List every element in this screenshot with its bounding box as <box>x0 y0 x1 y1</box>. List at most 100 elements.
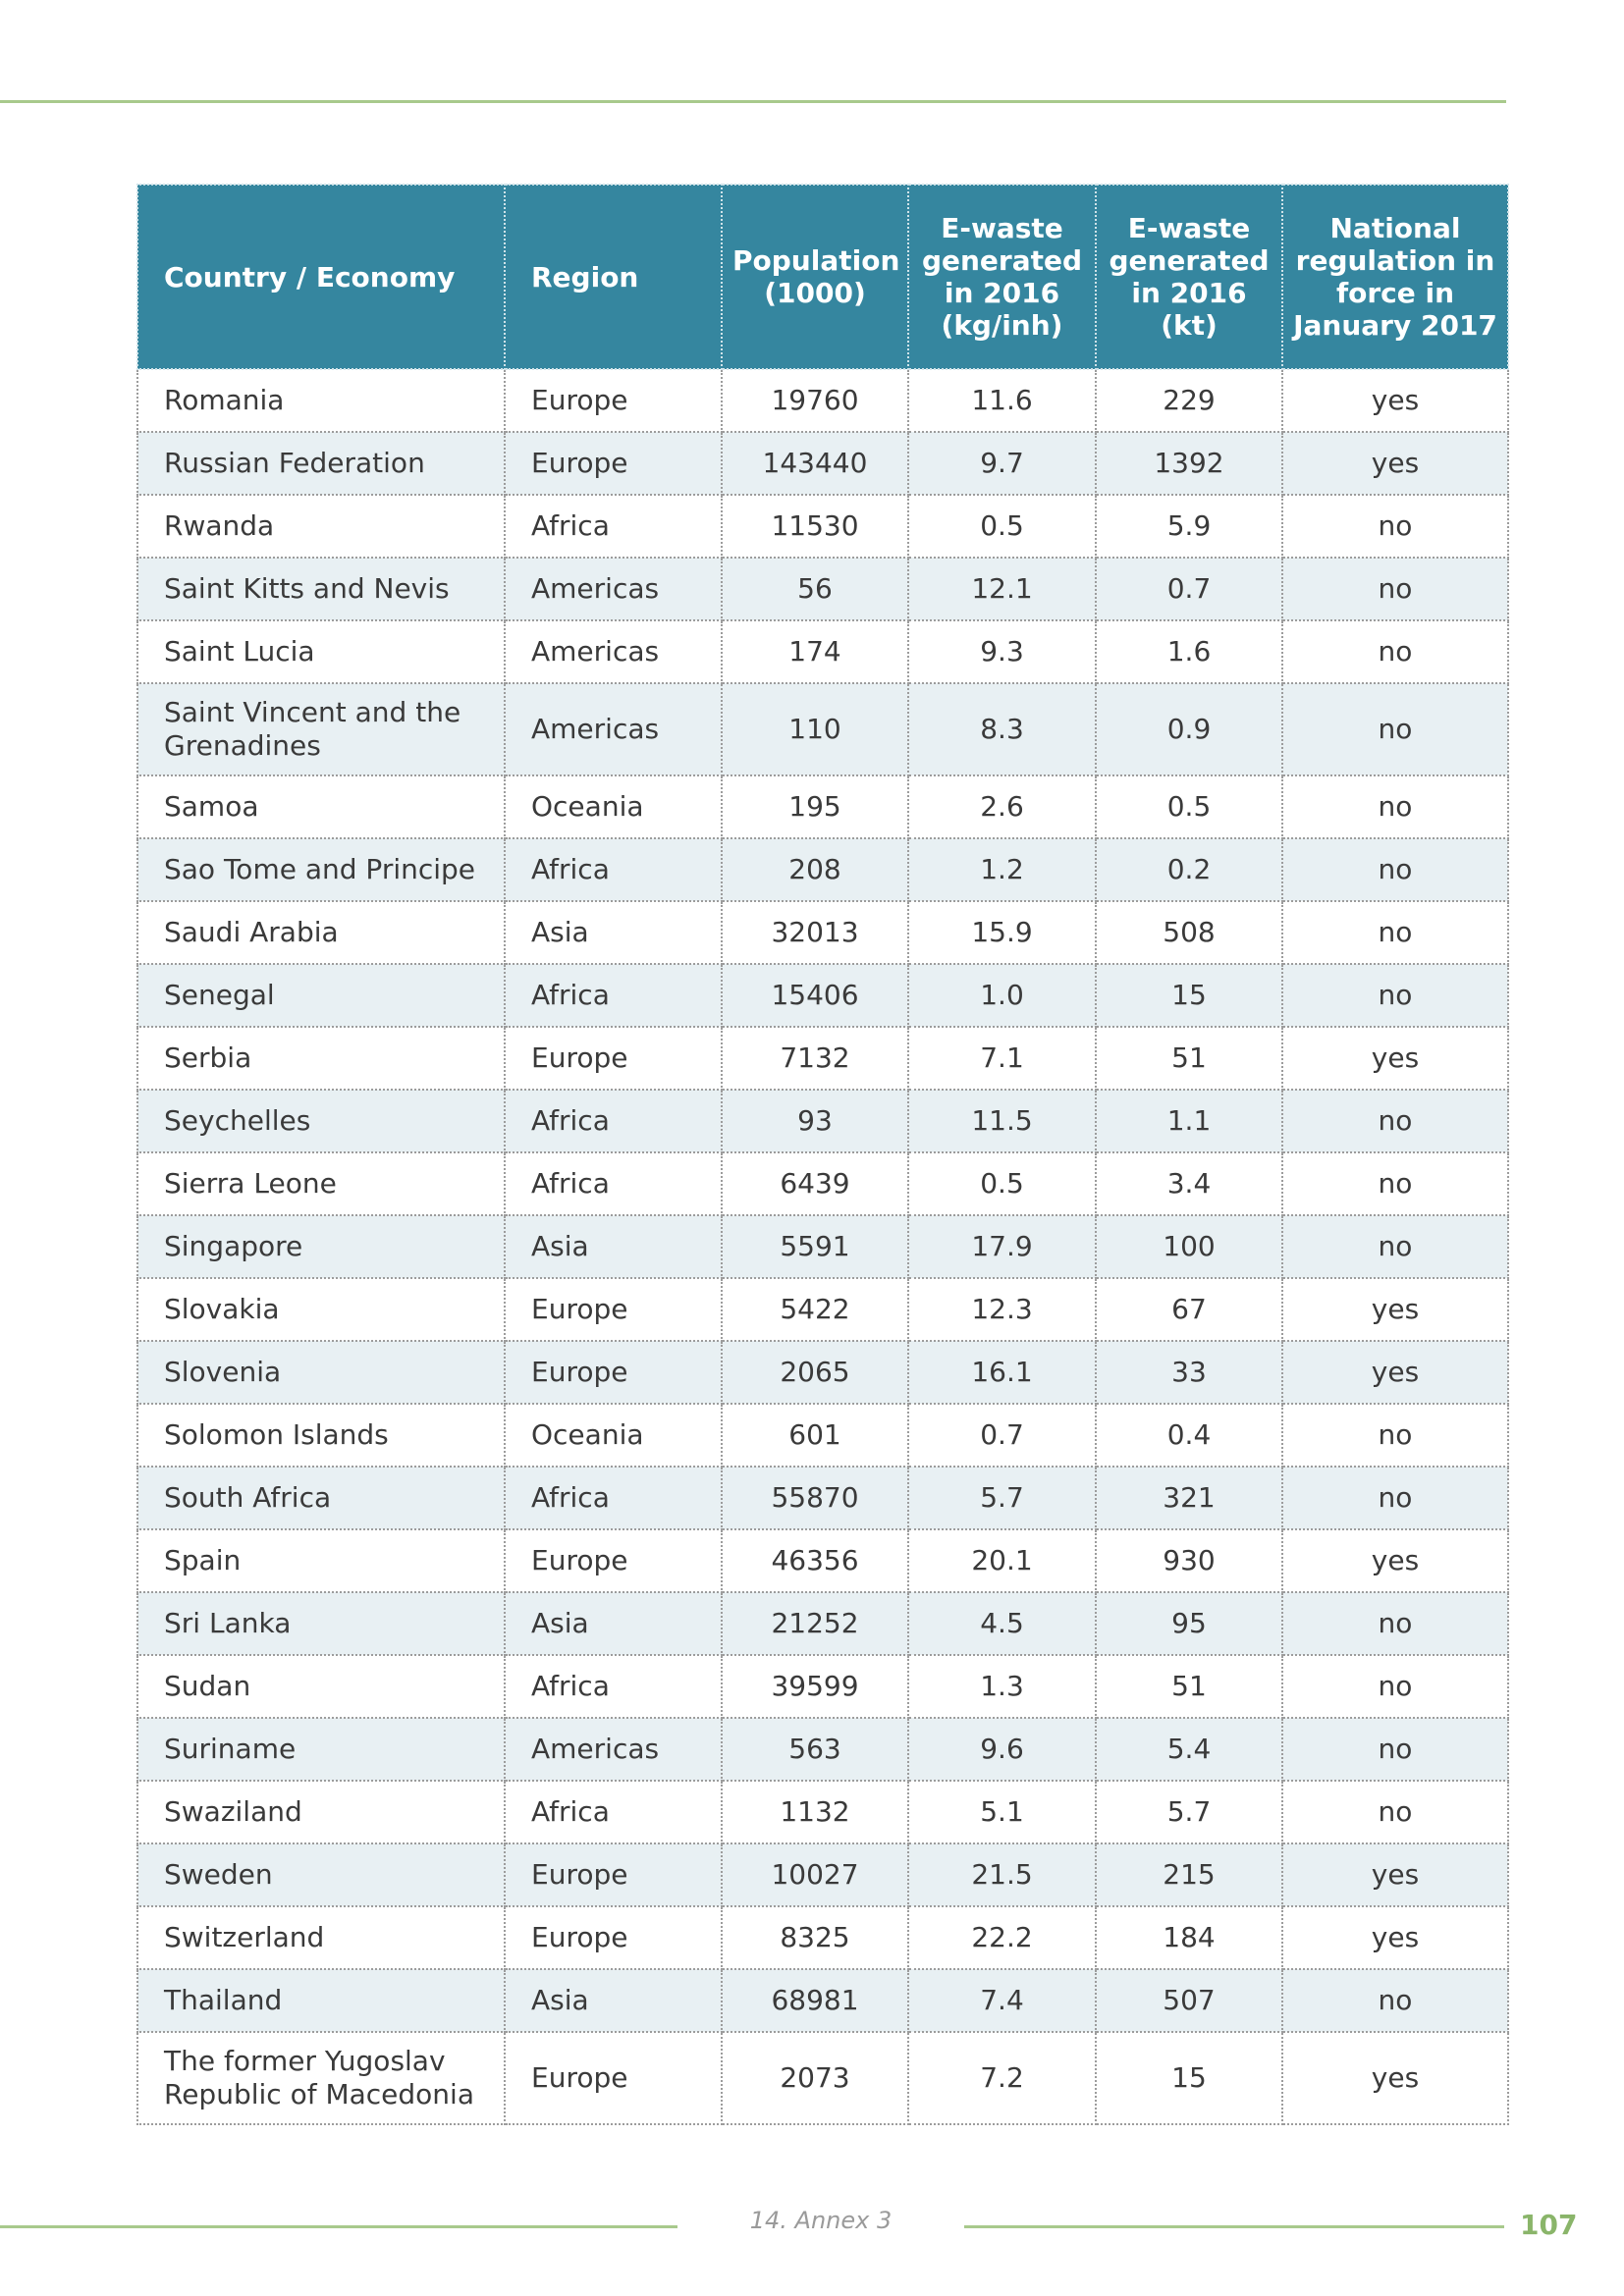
table-row: Russian Federation Europe 143440 9.7 1392 yes <box>136 431 1509 496</box>
cell-ewaste-kt: 321 <box>1095 1466 1283 1530</box>
table-row: Slovakia Europe 5422 12.3 67 yes <box>136 1277 1509 1342</box>
cell-region: Europe <box>504 1277 723 1342</box>
cell-population: 11530 <box>721 494 909 559</box>
cell-population: 2073 <box>721 2031 909 2125</box>
cell-population: 32013 <box>721 900 909 965</box>
table-row: South Africa Africa 55870 5.7 321 no <box>136 1466 1509 1530</box>
cell-country: Russian Federation <box>136 431 506 496</box>
cell-ewaste-kt: 1392 <box>1095 431 1283 496</box>
cell-regulation: yes <box>1281 431 1509 496</box>
cell-ewaste-kt: 15 <box>1095 963 1283 1028</box>
cell-population: 19760 <box>721 368 909 433</box>
cell-ewaste-kg-inh: 11.6 <box>907 368 1097 433</box>
cell-region: Americas <box>504 619 723 684</box>
cell-ewaste-kt: 1.6 <box>1095 619 1283 684</box>
cell-population: 68981 <box>721 1968 909 2033</box>
cell-ewaste-kt: 0.4 <box>1095 1403 1283 1468</box>
table-row: Saudi Arabia Asia 32013 15.9 508 no <box>136 900 1509 965</box>
ewaste-table: Country / Economy Region Population (100… <box>136 184 1509 2125</box>
cell-country: Rwanda <box>136 494 506 559</box>
cell-country: Singapore <box>136 1214 506 1279</box>
cell-region: Asia <box>504 900 723 965</box>
cell-ewaste-kg-inh: 7.4 <box>907 1968 1097 2033</box>
table-row: Slovenia Europe 2065 16.1 33 yes <box>136 1340 1509 1405</box>
cell-ewaste-kg-inh: 11.5 <box>907 1089 1097 1153</box>
cell-ewaste-kt: 33 <box>1095 1340 1283 1405</box>
table-row: Saint Kitts and Nevis Americas 56 12.1 0.7 no <box>136 557 1509 621</box>
cell-population: 5591 <box>721 1214 909 1279</box>
ewaste-table-container: Country / Economy Region Population (100… <box>136 184 1509 2125</box>
cell-regulation: no <box>1281 1717 1509 1782</box>
cell-regulation: no <box>1281 1214 1509 1279</box>
table-header-row: Country / Economy Region Population (100… <box>136 184 1509 370</box>
cell-country: Swaziland <box>136 1780 506 1844</box>
cell-ewaste-kg-inh: 22.2 <box>907 1905 1097 1970</box>
cell-population: 93 <box>721 1089 909 1153</box>
cell-population: 208 <box>721 837 909 902</box>
table-row: Sao Tome and Principe Africa 208 1.2 0.2 no <box>136 837 1509 902</box>
table-row: The former Yugoslav Republic of Macedoni… <box>136 2031 1509 2125</box>
cell-regulation: no <box>1281 1591 1509 1656</box>
header-ewaste-per-inhabitant: E-waste generated in 2016 (kg/inh) <box>907 184 1097 370</box>
footer-rule-right <box>964 2225 1504 2228</box>
cell-region: Africa <box>504 1151 723 1216</box>
page-number: 107 <box>1520 2209 1578 2241</box>
cell-population: 5422 <box>721 1277 909 1342</box>
cell-ewaste-kt: 507 <box>1095 1968 1283 2033</box>
cell-population: 601 <box>721 1403 909 1468</box>
cell-ewaste-kt: 229 <box>1095 368 1283 433</box>
cell-country: Suriname <box>136 1717 506 1782</box>
cell-population: 7132 <box>721 1026 909 1091</box>
cell-country: Senegal <box>136 963 506 1028</box>
cell-population: 143440 <box>721 431 909 496</box>
cell-region: Europe <box>504 1905 723 1970</box>
cell-region: Oceania <box>504 774 723 839</box>
cell-country: Sierra Leone <box>136 1151 506 1216</box>
cell-regulation: yes <box>1281 1842 1509 1907</box>
cell-ewaste-kt: 0.2 <box>1095 837 1283 902</box>
table-row: Suriname Americas 563 9.6 5.4 no <box>136 1717 1509 1782</box>
cell-ewaste-kg-inh: 5.1 <box>907 1780 1097 1844</box>
cell-regulation: no <box>1281 619 1509 684</box>
cell-ewaste-kt: 100 <box>1095 1214 1283 1279</box>
cell-ewaste-kt: 184 <box>1095 1905 1283 1970</box>
cell-region: Americas <box>504 1717 723 1782</box>
cell-ewaste-kg-inh: 0.5 <box>907 1151 1097 1216</box>
cell-regulation: no <box>1281 774 1509 839</box>
cell-population: 110 <box>721 682 909 776</box>
table-row: Thailand Asia 68981 7.4 507 no <box>136 1968 1509 2033</box>
cell-ewaste-kg-inh: 0.7 <box>907 1403 1097 1468</box>
cell-population: 10027 <box>721 1842 909 1907</box>
cell-ewaste-kg-inh: 1.3 <box>907 1654 1097 1719</box>
cell-population: 195 <box>721 774 909 839</box>
cell-ewaste-kg-inh: 8.3 <box>907 682 1097 776</box>
cell-country: Spain <box>136 1528 506 1593</box>
cell-regulation: no <box>1281 1089 1509 1153</box>
cell-ewaste-kt: 1.1 <box>1095 1089 1283 1153</box>
cell-region: Americas <box>504 682 723 776</box>
cell-country: Saint Vincent and the Grenadines <box>136 682 506 776</box>
cell-country: South Africa <box>136 1466 506 1530</box>
cell-regulation: no <box>1281 1403 1509 1468</box>
cell-region: Oceania <box>504 1403 723 1468</box>
cell-country: Sri Lanka <box>136 1591 506 1656</box>
cell-regulation: no <box>1281 1968 1509 2033</box>
cell-region: Europe <box>504 431 723 496</box>
table-row: Switzerland Europe 8325 22.2 184 yes <box>136 1905 1509 1970</box>
cell-ewaste-kt: 15 <box>1095 2031 1283 2125</box>
cell-country: Serbia <box>136 1026 506 1091</box>
cell-region: Africa <box>504 837 723 902</box>
header-population: Population (1000) <box>721 184 909 370</box>
cell-country: Thailand <box>136 1968 506 2033</box>
cell-ewaste-kt: 5.9 <box>1095 494 1283 559</box>
cell-ewaste-kt: 0.7 <box>1095 557 1283 621</box>
table-row: Sri Lanka Asia 21252 4.5 95 no <box>136 1591 1509 1656</box>
table-row: Samoa Oceania 195 2.6 0.5 no <box>136 774 1509 839</box>
cell-regulation: no <box>1281 900 1509 965</box>
cell-regulation: yes <box>1281 2031 1509 2125</box>
cell-regulation: yes <box>1281 368 1509 433</box>
cell-country: Seychelles <box>136 1089 506 1153</box>
cell-population: 46356 <box>721 1528 909 1593</box>
cell-ewaste-kg-inh: 9.3 <box>907 619 1097 684</box>
cell-population: 174 <box>721 619 909 684</box>
